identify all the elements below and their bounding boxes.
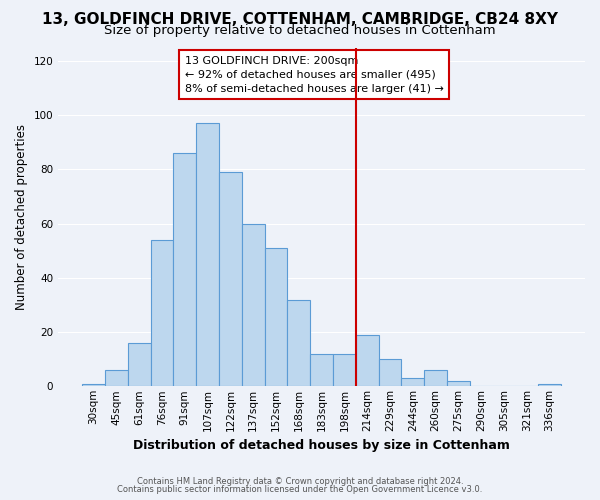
Bar xyxy=(538,384,561,386)
Text: Size of property relative to detached houses in Cottenham: Size of property relative to detached ho… xyxy=(104,24,496,37)
Bar xyxy=(82,384,105,386)
Text: Contains public sector information licensed under the Open Government Licence v3: Contains public sector information licen… xyxy=(118,485,482,494)
Bar xyxy=(105,370,128,386)
Bar xyxy=(265,248,287,386)
Bar xyxy=(128,343,151,386)
Bar xyxy=(173,153,196,386)
Bar xyxy=(151,240,173,386)
Bar xyxy=(379,359,401,386)
Bar xyxy=(242,224,265,386)
Bar xyxy=(401,378,424,386)
X-axis label: Distribution of detached houses by size in Cottenham: Distribution of detached houses by size … xyxy=(133,440,510,452)
Bar xyxy=(287,300,310,386)
Text: 13, GOLDFINCH DRIVE, COTTENHAM, CAMBRIDGE, CB24 8XY: 13, GOLDFINCH DRIVE, COTTENHAM, CAMBRIDG… xyxy=(42,12,558,27)
Bar xyxy=(219,172,242,386)
Bar xyxy=(424,370,447,386)
Bar xyxy=(333,354,356,386)
Bar xyxy=(196,124,219,386)
Bar xyxy=(356,335,379,386)
Bar xyxy=(310,354,333,386)
Text: 13 GOLDFINCH DRIVE: 200sqm
← 92% of detached houses are smaller (495)
8% of semi: 13 GOLDFINCH DRIVE: 200sqm ← 92% of deta… xyxy=(185,56,443,94)
Bar xyxy=(447,381,470,386)
Text: Contains HM Land Registry data © Crown copyright and database right 2024.: Contains HM Land Registry data © Crown c… xyxy=(137,477,463,486)
Y-axis label: Number of detached properties: Number of detached properties xyxy=(15,124,28,310)
